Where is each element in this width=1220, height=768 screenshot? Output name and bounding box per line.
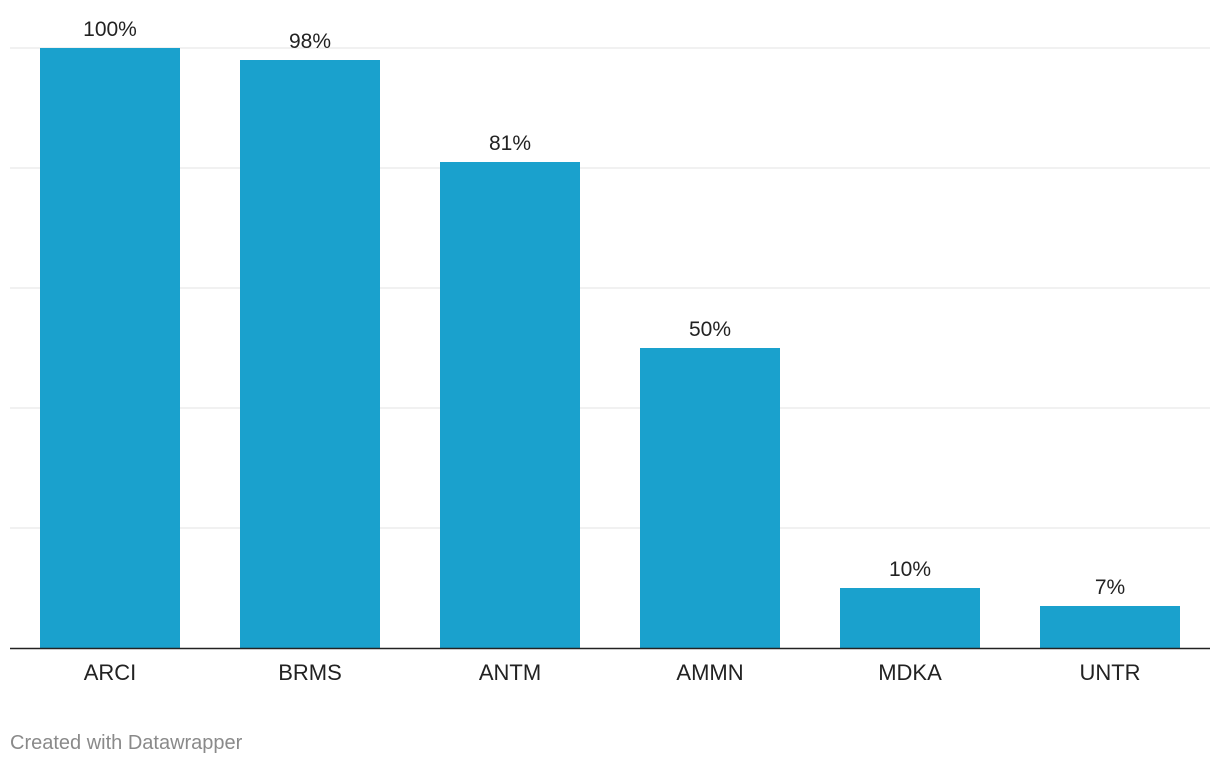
value-label-untr: 7% xyxy=(1095,576,1125,599)
footer-credit: Created with Datawrapper xyxy=(10,732,243,754)
bar-ammn xyxy=(640,348,780,648)
category-label-mdka: MDKA xyxy=(878,660,942,685)
value-label-brms: 98% xyxy=(289,30,331,53)
value-label-ammn: 50% xyxy=(689,318,731,341)
value-label-arci: 100% xyxy=(83,18,137,41)
value-label-mdka: 10% xyxy=(889,558,931,581)
bar-chart: 100% 98% 81% 50% 10% 7% ARCI BRMS ANTM AMMN MDKA U… xyxy=(10,18,1210,685)
bar-arci xyxy=(40,48,180,648)
bar-antm xyxy=(440,162,580,648)
bar-mdka xyxy=(840,588,980,648)
category-labels: ARCI BRMS ANTM AMMN MDKA UNTR xyxy=(84,660,1141,685)
value-labels: 100% 98% 81% 50% 10% 7% xyxy=(83,18,1125,599)
category-label-antm: ANTM xyxy=(479,660,541,685)
bar-untr xyxy=(1040,606,1180,648)
category-label-brms: BRMS xyxy=(278,660,342,685)
bars xyxy=(40,48,1180,648)
category-label-untr: UNTR xyxy=(1079,660,1140,685)
value-label-antm: 81% xyxy=(489,132,531,155)
category-label-ammn: AMMN xyxy=(676,660,743,685)
gridlines xyxy=(10,47,1210,529)
category-label-arci: ARCI xyxy=(84,660,137,685)
bar-brms xyxy=(240,60,380,648)
